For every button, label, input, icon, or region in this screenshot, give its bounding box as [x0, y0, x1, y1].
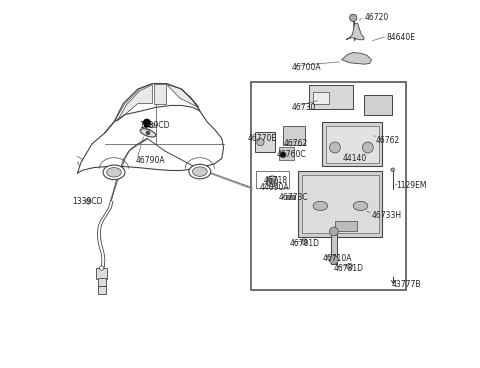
Text: 44140: 44140 [342, 154, 367, 163]
Text: 43777B: 43777B [392, 280, 421, 289]
Circle shape [329, 142, 340, 153]
Circle shape [150, 123, 155, 128]
Circle shape [257, 138, 264, 146]
Polygon shape [154, 84, 166, 104]
Polygon shape [117, 85, 152, 121]
Text: 1339CD: 1339CD [72, 197, 103, 206]
Circle shape [329, 256, 338, 264]
Polygon shape [167, 85, 198, 107]
Circle shape [347, 263, 352, 269]
Text: 44090A: 44090A [260, 183, 290, 192]
Circle shape [301, 239, 307, 245]
Bar [313, 92, 329, 105]
Bar [256, 171, 289, 188]
Text: 1339CD: 1339CD [140, 121, 170, 130]
Ellipse shape [140, 129, 156, 137]
Circle shape [99, 266, 104, 270]
Bar [364, 95, 392, 115]
Bar [326, 126, 379, 163]
Text: 46730: 46730 [291, 103, 315, 112]
Text: 46733H: 46733H [372, 210, 402, 220]
Bar [251, 82, 406, 290]
Text: 46710A: 46710A [322, 254, 352, 263]
Polygon shape [342, 53, 372, 64]
Circle shape [269, 178, 275, 184]
Circle shape [267, 176, 277, 187]
Circle shape [349, 14, 357, 21]
Text: 46790A: 46790A [136, 156, 166, 165]
Circle shape [329, 227, 338, 236]
Bar [322, 122, 383, 166]
Text: 46700A: 46700A [291, 63, 321, 72]
Text: 46781D: 46781D [333, 263, 363, 272]
Circle shape [280, 152, 286, 158]
Text: 46781D: 46781D [289, 239, 319, 248]
Text: 46718: 46718 [264, 176, 288, 185]
Ellipse shape [353, 201, 368, 210]
Bar [279, 148, 294, 160]
Text: 1129EM: 1129EM [396, 181, 427, 190]
Bar [331, 231, 337, 264]
Bar [96, 268, 108, 279]
Bar [254, 132, 275, 152]
Bar [286, 195, 295, 199]
Text: 46762: 46762 [375, 136, 399, 145]
Bar [97, 278, 107, 286]
Text: 46773C: 46773C [278, 193, 308, 202]
Bar [98, 286, 106, 294]
Circle shape [391, 168, 395, 171]
Bar [310, 85, 353, 109]
Ellipse shape [189, 164, 211, 179]
Bar [335, 220, 357, 231]
Ellipse shape [313, 201, 328, 210]
Text: 46762: 46762 [284, 139, 308, 148]
Ellipse shape [107, 167, 121, 177]
Ellipse shape [103, 165, 125, 180]
Text: 46760C: 46760C [276, 150, 306, 159]
Ellipse shape [192, 167, 207, 176]
Bar [302, 175, 379, 233]
Circle shape [143, 119, 151, 126]
Circle shape [86, 199, 91, 204]
Bar [283, 126, 305, 145]
Text: 46770E: 46770E [247, 134, 276, 143]
Polygon shape [346, 23, 364, 40]
Circle shape [362, 142, 373, 153]
Text: 84640E: 84640E [386, 33, 415, 42]
Circle shape [146, 131, 150, 135]
Text: 46720: 46720 [364, 13, 388, 22]
Bar [299, 171, 383, 237]
